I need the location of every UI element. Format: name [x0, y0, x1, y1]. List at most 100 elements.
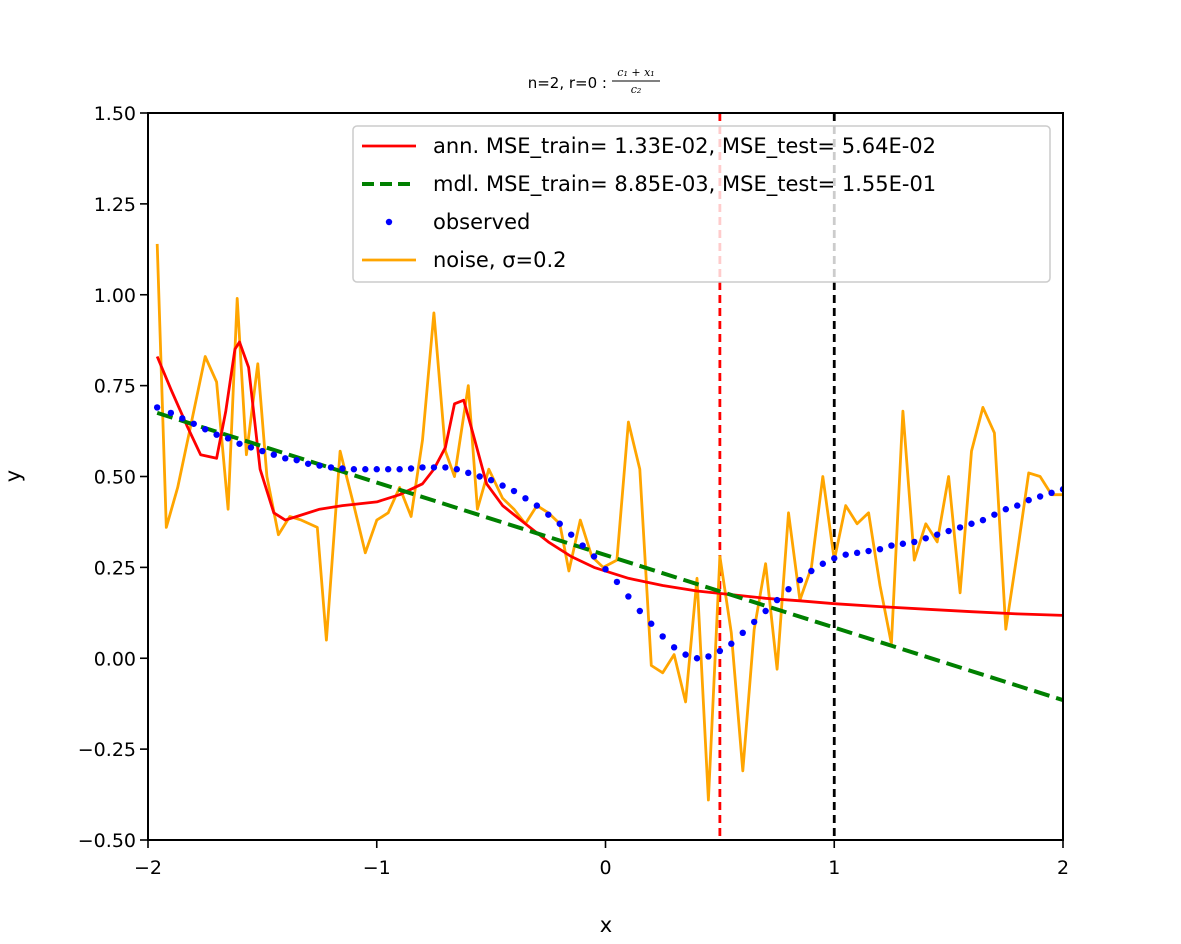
observed-point	[659, 633, 666, 640]
observed-point	[1002, 506, 1010, 513]
y-axis: −0.50 −0.25 0.00 0.25 0.50 0.75 1.00 1.25 1.50	[78, 103, 148, 852]
observed-point	[304, 460, 312, 467]
observed-point	[282, 455, 289, 462]
observed-point	[327, 464, 335, 471]
observed-point	[853, 549, 861, 557]
title-numerator: c₁ + x₁	[617, 66, 654, 79]
observed-point	[590, 553, 598, 560]
observed-point	[1014, 502, 1021, 509]
observed-point	[613, 578, 621, 586]
observed-point	[991, 511, 998, 518]
observed-point	[339, 465, 346, 472]
observed-point	[567, 531, 575, 538]
series-mdl-line	[156, 410, 1063, 703]
observed-point	[1048, 489, 1055, 497]
observed-point	[705, 653, 712, 660]
observed-point	[316, 462, 323, 469]
chart-title: n=2, r=0 : c₁ + x₁ c₂	[528, 66, 660, 96]
observed-point	[247, 444, 255, 451]
observed-point	[476, 473, 483, 480]
legend: ann. MSE_train= 1.33E-02, MSE_test= 5.64…	[352, 125, 1051, 283]
observed-point	[1025, 496, 1032, 504]
observed-point	[396, 466, 403, 473]
y-tick-label: 0.00	[94, 648, 136, 670]
series-noise-line	[155, 243, 1063, 802]
legend-marker-observed	[385, 218, 393, 226]
observed-point	[465, 469, 472, 477]
observed-point	[1036, 493, 1044, 500]
observed-point	[350, 466, 358, 473]
y-tick-label: 1.50	[94, 103, 136, 125]
observed-point	[899, 540, 907, 547]
y-tick-label: 1.00	[94, 285, 136, 307]
observed-point	[362, 466, 369, 473]
title-denominator: c₂	[631, 83, 642, 96]
y-tick-label: 0.50	[94, 467, 136, 489]
x-axis: −2 −1 0 1 2	[134, 840, 1069, 879]
observed-point	[716, 647, 724, 655]
observed-point	[785, 585, 792, 593]
observed-point	[533, 502, 541, 509]
observed-point	[796, 576, 804, 584]
observed-point	[190, 420, 197, 427]
observed-point	[579, 542, 586, 549]
x-tick-label: 0	[599, 857, 611, 879]
legend-label-observed: observed	[433, 210, 530, 234]
legend-box	[352, 125, 1051, 283]
observed-point	[819, 560, 827, 567]
y-tick-label: 0.25	[94, 557, 136, 579]
x-tick-label: −1	[363, 857, 391, 879]
y-tick-label: −0.50	[78, 830, 136, 852]
observed-point	[945, 527, 952, 535]
observed-point	[153, 404, 161, 411]
observed-point	[808, 567, 815, 575]
legend-label-ann: ann. MSE_train= 1.33E-02, MSE_test= 5.64…	[433, 134, 936, 159]
y-tick-label: 1.25	[94, 194, 136, 216]
observed-point	[270, 451, 278, 458]
observed-point	[842, 551, 849, 558]
y-tick-label: −0.25	[78, 739, 136, 761]
observed-point	[453, 466, 461, 473]
observed-point	[762, 607, 769, 615]
observed-point	[293, 456, 300, 464]
observed-point	[956, 524, 964, 531]
observed-point	[545, 511, 552, 518]
observed-point	[556, 520, 563, 527]
observed-point	[510, 487, 518, 495]
observed-point	[922, 535, 929, 542]
series-layer	[153, 243, 1063, 802]
legend-label-mdl: mdl. MSE_train= 8.85E-03, MSE_test= 1.55…	[433, 172, 936, 197]
observed-point	[831, 555, 838, 562]
title-prefix: n=2, r=0 :	[528, 74, 607, 92]
observed-point	[773, 596, 781, 604]
series-observed	[153, 404, 1063, 662]
observed-point	[648, 620, 655, 627]
observed-point	[442, 464, 449, 471]
observed-point	[213, 431, 220, 438]
observed-point	[636, 607, 644, 615]
observed-point	[430, 464, 438, 471]
observed-point	[201, 426, 209, 433]
observed-point	[419, 464, 426, 471]
observed-point	[865, 547, 872, 555]
observed-point	[979, 516, 987, 524]
observed-point	[224, 435, 232, 442]
observed-point	[179, 415, 186, 422]
x-tick-label: −2	[134, 857, 162, 879]
observed-point	[933, 531, 941, 538]
observed-point	[167, 409, 175, 417]
x-axis-label: x	[600, 913, 612, 937]
observed-point	[407, 465, 415, 472]
x-tick-label: 2	[1057, 857, 1069, 879]
observed-point	[876, 546, 884, 553]
observed-point	[739, 629, 746, 637]
observed-point	[384, 466, 392, 473]
observed-point	[728, 640, 735, 647]
observed-point	[693, 655, 701, 662]
observed-point	[682, 651, 689, 658]
observed-point	[888, 542, 895, 549]
observed-point	[968, 520, 975, 527]
observed-point	[670, 644, 678, 651]
observed-point	[499, 482, 506, 489]
